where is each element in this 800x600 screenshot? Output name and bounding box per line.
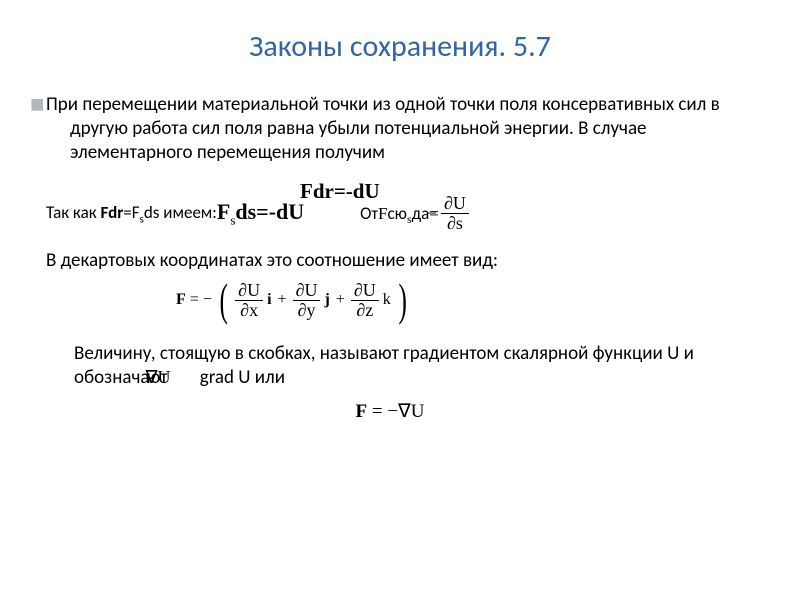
eq1-text: Fdr=-dU (300, 179, 380, 203)
d: ∂y (295, 301, 319, 320)
body: При перемещении материальной точки из од… (46, 93, 754, 424)
frac: ∂U ∂s (441, 194, 469, 233)
den: ∂s (444, 214, 466, 233)
lparen: ( (219, 282, 227, 319)
eq: = (190, 290, 199, 310)
otsyuda: ОтFсюsда=: (360, 203, 439, 224)
t: F (217, 199, 230, 224)
frac-y: ∂U ∂y (293, 281, 321, 320)
rest: = −∇U (367, 401, 424, 422)
equation-final: F = −∇U (26, 400, 754, 424)
d: ∂z (353, 301, 376, 320)
t: ют (147, 366, 168, 389)
neg: − (203, 290, 212, 310)
paragraph-3: В декартовых координатах это соотношение… (46, 249, 754, 273)
frac-z: ∂U ∂z (351, 281, 379, 320)
t: да (412, 203, 430, 224)
equation-2: Fsds=-dU (217, 198, 304, 229)
equation-cartesian: F = − ( ∂U ∂x i + ∂U ∂y j + ∂U ∂z (176, 281, 754, 320)
t: grad U или (195, 366, 285, 389)
p: + (276, 290, 289, 310)
para1-text: При перемещении материальной точки из од… (46, 93, 720, 164)
paragraph-4: Величину, стоящую в скобках, называют гр… (74, 342, 726, 391)
d: ∂x (237, 301, 261, 320)
t: = (429, 204, 439, 223)
t: Fdr (100, 202, 123, 223)
n: ∂U (293, 281, 321, 300)
frac-x: ∂U ∂x (235, 281, 263, 320)
t: сю (387, 203, 406, 224)
i: i (267, 290, 271, 310)
t: ds=-dU (235, 199, 304, 224)
n: ∂U (351, 281, 379, 300)
t: От (360, 203, 378, 224)
bullet-icon: ■ (30, 90, 45, 119)
row2-lead: Так как Fdr=Fsds имеем: (46, 202, 217, 226)
t: s (407, 212, 412, 226)
k: k (383, 290, 391, 310)
t: ds имеем: (144, 202, 217, 223)
F: F (356, 401, 368, 422)
t: Так как (46, 202, 100, 223)
j: j (324, 290, 329, 310)
row-2: Так как Fdr=Fsds имеем: Fsds=-dU ОтFсюsд… (46, 194, 754, 233)
paragraph-1: При перемещении материальной точки из од… (46, 93, 754, 164)
F: F (176, 290, 186, 310)
slide: Законы сохранения. 5.7 ■ При перемещении… (0, 0, 800, 600)
n: ∂U (235, 281, 263, 300)
rparen: ) (398, 282, 406, 319)
equation-1: Fdr=-dU (300, 178, 380, 204)
p: + (334, 290, 347, 310)
num: ∂U (441, 194, 469, 213)
t: =F (123, 202, 139, 223)
slide-title: Законы сохранения. 5.7 (46, 28, 754, 65)
